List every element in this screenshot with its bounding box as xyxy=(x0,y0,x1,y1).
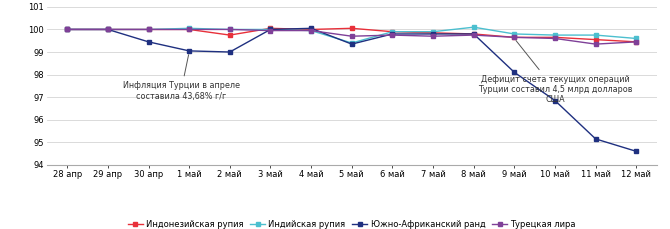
Text: Инфляция Турции в апреле
составила 43,68% г/г: Инфляция Турции в апреле составила 43,68… xyxy=(123,55,240,101)
Legend: Индонезийская рупия, Индийская рупия, Южно-Африканский ранд, Турецкая лира: Индонезийская рупия, Индийская рупия, Юж… xyxy=(125,216,579,229)
Text: Дефицит счета текущих операций
Турции составил 4,5 млрд долларов
США: Дефицит счета текущих операций Турции со… xyxy=(478,41,632,104)
